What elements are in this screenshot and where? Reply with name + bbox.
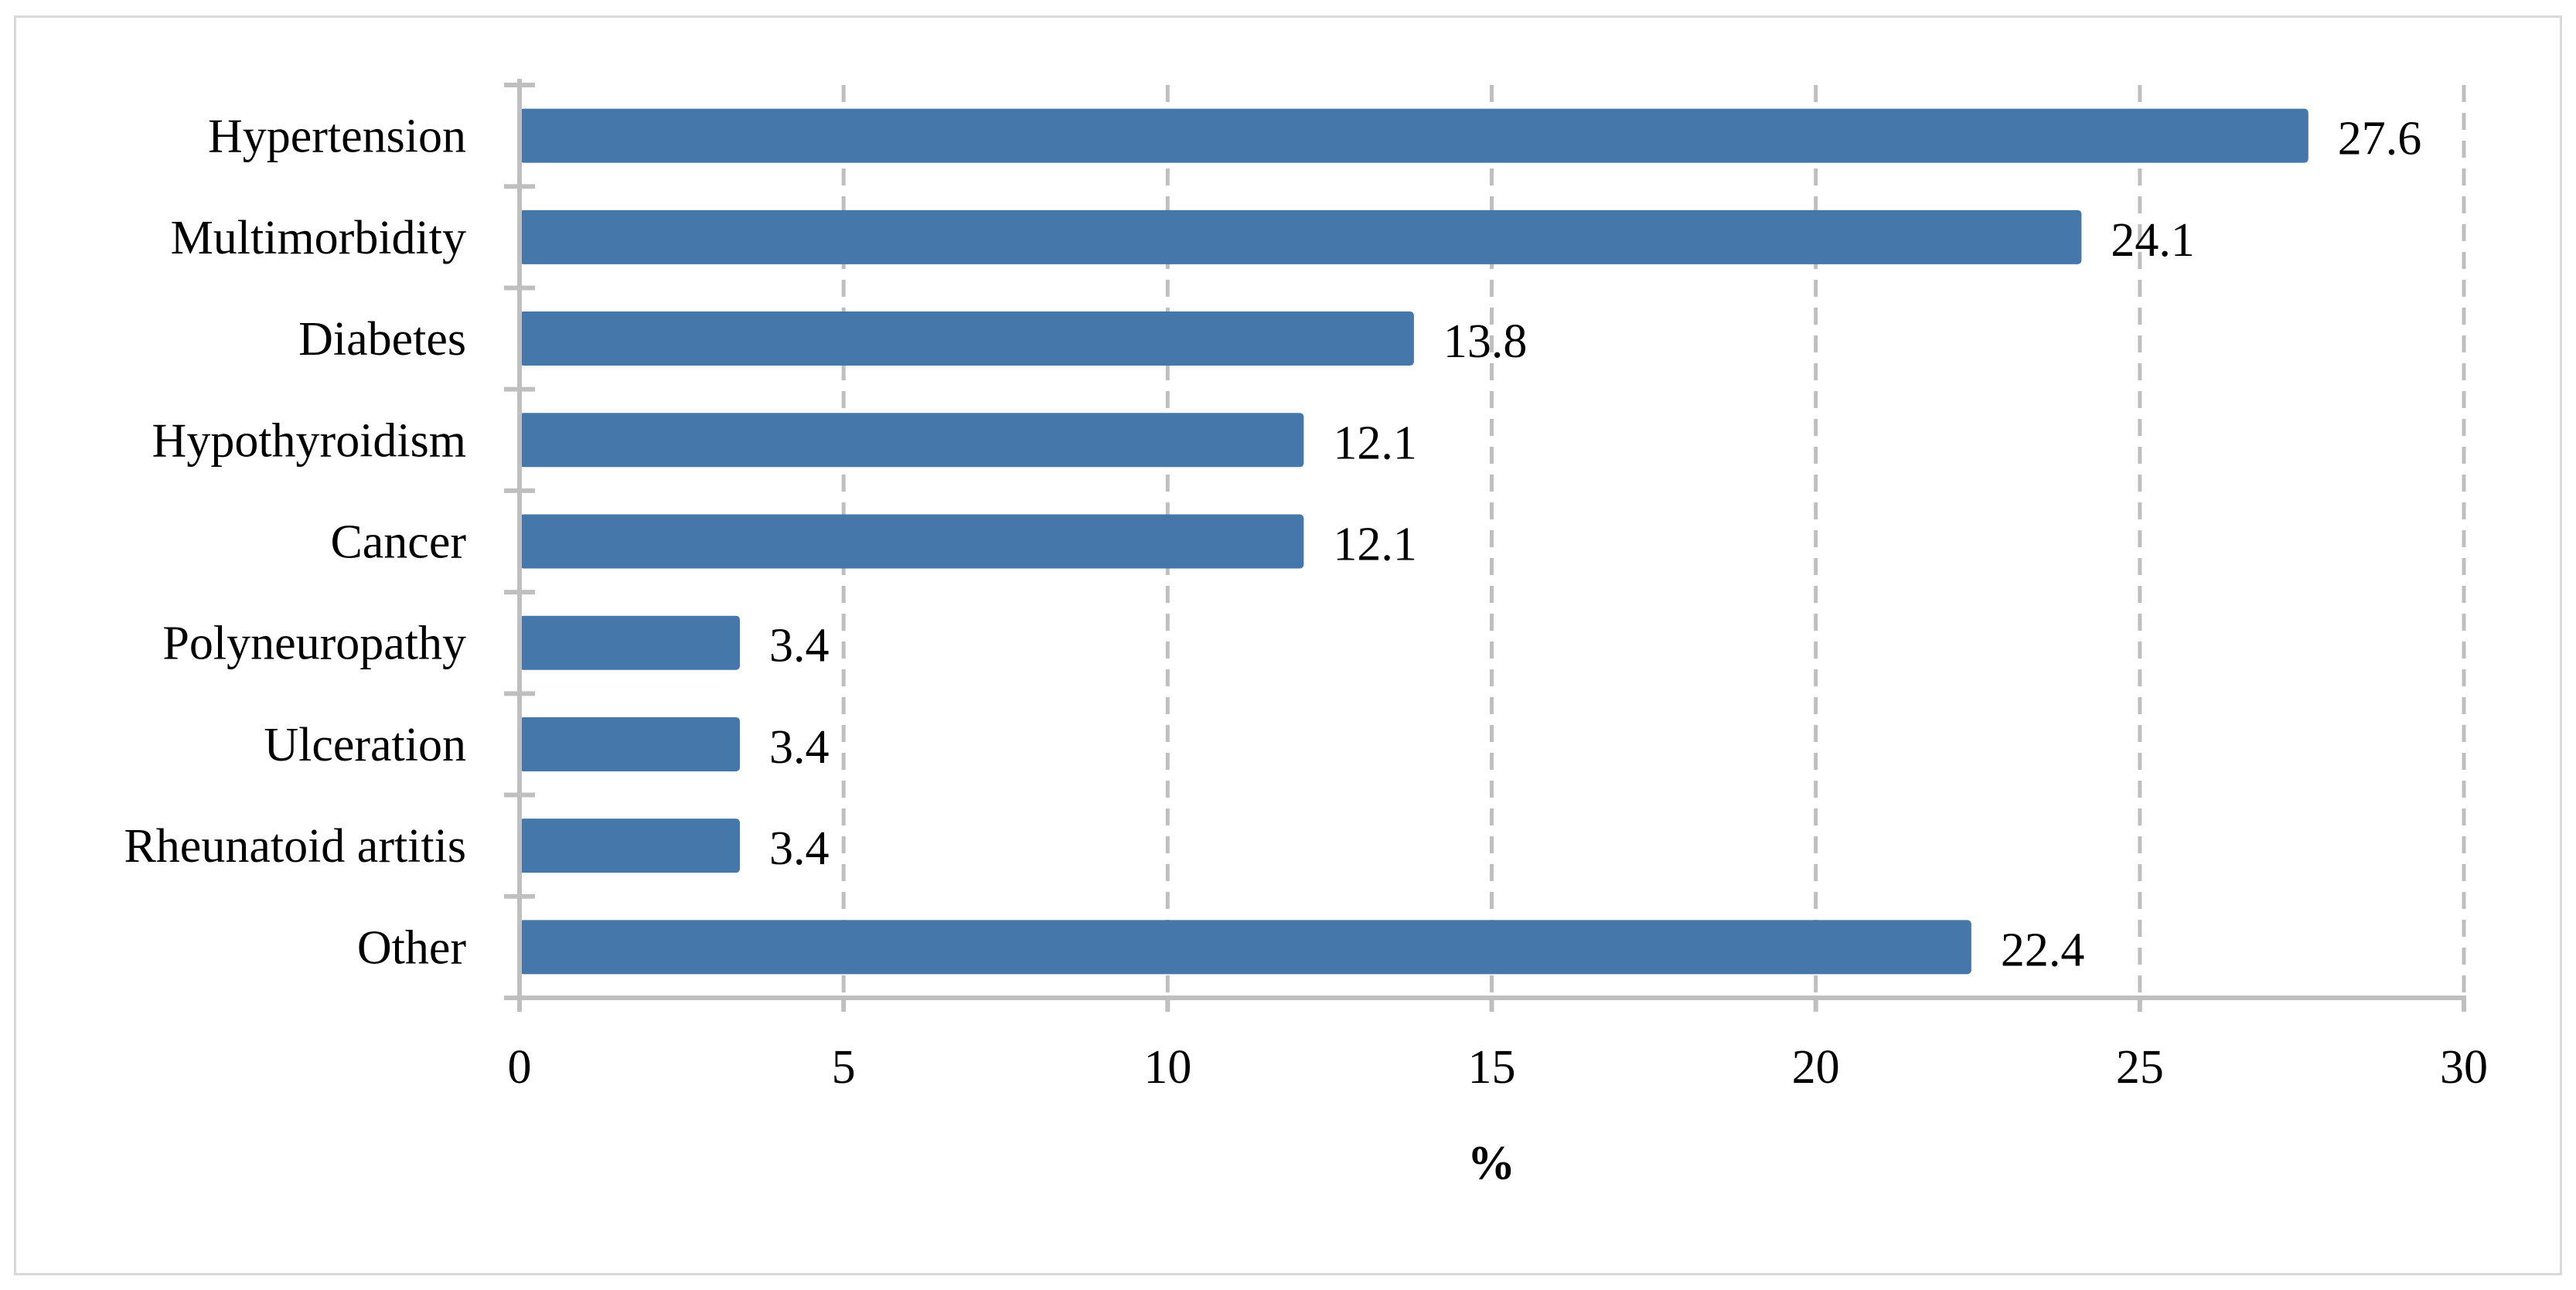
x-tick-label: 20 bbox=[1792, 1041, 1840, 1094]
value-label: 12.1 bbox=[1333, 417, 1417, 469]
category-label: Other bbox=[357, 921, 467, 974]
axes bbox=[504, 79, 2466, 1012]
bar-hypertension bbox=[520, 108, 2309, 163]
bar-ulceration bbox=[520, 716, 741, 771]
bar-polyneuropathy bbox=[520, 615, 741, 670]
x-tick-label: 15 bbox=[1468, 1041, 1516, 1094]
value-label: 3.4 bbox=[769, 721, 830, 774]
bar-hypothyroidism bbox=[520, 413, 1304, 468]
category-label: Hypothyroidism bbox=[152, 414, 466, 467]
value-label: 3.4 bbox=[769, 822, 830, 875]
x-tick-label: 5 bbox=[832, 1041, 856, 1094]
bars bbox=[520, 108, 2309, 975]
category-label: Ulceration bbox=[264, 719, 466, 771]
bar-rheunatoid-artitis bbox=[520, 819, 741, 873]
x-tick-label: 30 bbox=[2440, 1041, 2488, 1094]
value-label: 22.4 bbox=[2001, 924, 2085, 976]
bar-cancer bbox=[520, 514, 1304, 569]
x-axis-title: % bbox=[1467, 1137, 1515, 1190]
category-label: Cancer bbox=[330, 516, 466, 569]
value-label: 3.4 bbox=[769, 620, 830, 672]
labels: Hypertension 27.6 Multimorbidity 24.1 Diabet… bbox=[124, 111, 2488, 1094]
category-label: Rheunatoid artitis bbox=[124, 820, 466, 873]
value-label: 24.1 bbox=[2111, 214, 2195, 267]
category-label: Polyneuropathy bbox=[162, 618, 466, 670]
bar-multimorbidity bbox=[520, 209, 2082, 264]
value-label: 12.1 bbox=[1333, 519, 1417, 571]
value-label: 13.8 bbox=[1443, 315, 1528, 368]
category-label: Diabetes bbox=[298, 313, 466, 366]
x-tick-label: 25 bbox=[2116, 1041, 2164, 1094]
category-label: Multimorbidity bbox=[171, 212, 466, 264]
x-tick-label: 0 bbox=[508, 1041, 532, 1094]
bar-other bbox=[520, 920, 1971, 975]
category-label: Hypertension bbox=[208, 111, 466, 163]
bar-diabetes bbox=[520, 311, 1414, 366]
value-label: 27.6 bbox=[2338, 113, 2422, 165]
x-tick-label: 10 bbox=[1143, 1041, 1191, 1094]
